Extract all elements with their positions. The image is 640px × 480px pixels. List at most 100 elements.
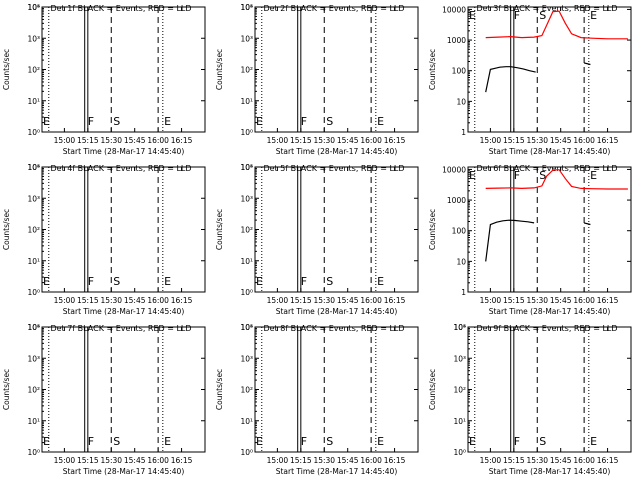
detector-panel-1: Det 1f BLACK = Events, RED = LLD Counts/s… [2,3,206,156]
x-tick-label: 15:45 [337,456,359,465]
x-axis-label: Start Time (28-Mar-17 14:45:40) [489,307,611,316]
x-axis-label: Start Time (28-Mar-17 14:45:40) [63,307,185,316]
x-tick-label: 15:00 [480,456,502,465]
x-tick-label: 16:00 [147,296,169,305]
marker-label-f: F [514,169,520,182]
detector-panel-2: Det 2f BLACK = Events, RED = LLD Counts/s… [215,3,419,156]
marker-label-e: E [256,115,263,128]
marker-label-e: E [377,275,384,288]
y-axis-label: Counts/sec [215,369,224,410]
y-axis-label: Counts/sec [2,209,11,250]
x-tick-label: 16:00 [147,456,169,465]
y-tick-label: 10² [27,226,40,235]
x-tick-label: 15:30 [100,296,122,305]
x-tick-label: 15:30 [526,136,548,145]
x-tick-label: 15:15 [290,136,312,145]
y-tick-label: 10⁵ [27,163,40,172]
x-tick-label: 15:30 [313,456,335,465]
y-tick-label: 10000 [442,165,466,174]
y-tick-label: 10¹ [240,97,253,106]
x-tick-label: 15:45 [124,136,146,145]
y-tick-label: 10³ [240,34,253,43]
plot-frame [41,166,206,293]
detector-panel-9: Det 9f BLACK = Events, RED = LLD Counts/s… [428,323,632,476]
x-tick-label: 15:30 [100,456,122,465]
y-tick-label: 10⁰ [240,128,253,137]
panel-title: Det 8f BLACK = Events, RED = LLD [263,324,404,333]
x-tick-label: 15:45 [124,296,146,305]
marker-label-f: F [88,435,94,448]
plot-frame [254,166,419,293]
plot-frame [41,6,206,133]
y-tick-label: 10³ [240,354,253,363]
y-tick-label: 1000 [447,196,466,205]
x-tick-label: 16:15 [597,296,619,305]
plot-frame [254,6,419,133]
y-tick-label: 10⁵ [240,163,253,172]
y-tick-label: 10⁵ [240,323,253,332]
x-tick-label: 15:45 [550,296,572,305]
y-tick-label: 10⁴ [240,323,253,332]
y-tick-label: 1 [461,288,466,297]
x-tick-label: 16:00 [360,136,382,145]
y-tick-label: 10⁰ [27,128,40,137]
marker-label-s: S [326,435,333,448]
y-tick-label: 10¹ [240,417,253,426]
marker-label-f: F [301,115,307,128]
y-tick-label: 10⁴ [240,3,253,12]
marker-label-e: E [164,115,171,128]
x-tick-label: 15:30 [100,136,122,145]
x-tick-label: 15:45 [550,456,572,465]
x-tick-label: 15:15 [503,456,525,465]
x-axis-label: Start Time (28-Mar-17 14:45:40) [63,467,185,476]
y-tick-label: 10 [456,257,466,266]
x-tick-label: 15:00 [267,456,289,465]
x-tick-label: 16:15 [384,296,406,305]
marker-label-s: S [113,115,120,128]
x-tick-label: 16:15 [171,456,193,465]
panel-title: Det 1f BLACK = Events, RED = LLD [50,4,191,13]
x-tick-label: 15:45 [337,296,359,305]
y-tick-label: 10000 [442,5,466,14]
marker-label-e: E [469,9,476,22]
x-tick-label: 15:00 [480,136,502,145]
y-tick-label: 10⁰ [453,448,466,457]
y-tick-label: 10³ [240,194,253,203]
y-tick-label: 1000 [447,36,466,45]
x-axis-label: Start Time (28-Mar-17 14:45:40) [276,307,398,316]
marker-label-e: E [43,435,50,448]
y-tick-label: 10⁴ [27,163,40,172]
y-tick-label: 10³ [453,354,466,363]
marker-label-s: S [113,435,120,448]
marker-label-e: E [43,115,50,128]
y-tick-label: 1 [461,128,466,137]
marker-label-s: S [539,435,546,448]
x-tick-label: 15:45 [124,456,146,465]
marker-label-f: F [514,9,520,22]
marker-label-e: E [590,169,597,182]
x-axis-label: Start Time (28-Mar-17 14:45:40) [489,147,611,156]
marker-label-s: S [113,275,120,288]
y-tick-label: 10 [456,97,466,106]
y-tick-label: 10¹ [240,257,253,266]
x-tick-label: 16:15 [171,296,193,305]
y-tick-label: 10⁴ [240,163,253,172]
y-tick-label: 10² [27,386,40,395]
x-axis-label: Start Time (28-Mar-17 14:45:40) [489,467,611,476]
y-tick-label: 10⁴ [27,3,40,12]
x-tick-label: 15:45 [337,136,359,145]
marker-label-e: E [256,435,263,448]
x-tick-label: 15:00 [480,296,502,305]
panel-title: Det 9f BLACK = Events, RED = LLD [476,324,617,333]
x-tick-label: 15:30 [526,456,548,465]
y-tick-label: 10⁵ [453,323,466,332]
marker-label-s: S [539,169,546,182]
marker-label-e: E [469,435,476,448]
series-events-line [583,62,591,66]
marker-label-f: F [88,115,94,128]
marker-label-s: S [326,115,333,128]
marker-label-f: F [88,275,94,288]
x-axis-label: Start Time (28-Mar-17 14:45:40) [276,147,398,156]
x-tick-label: 15:00 [54,136,76,145]
x-tick-label: 15:30 [526,296,548,305]
